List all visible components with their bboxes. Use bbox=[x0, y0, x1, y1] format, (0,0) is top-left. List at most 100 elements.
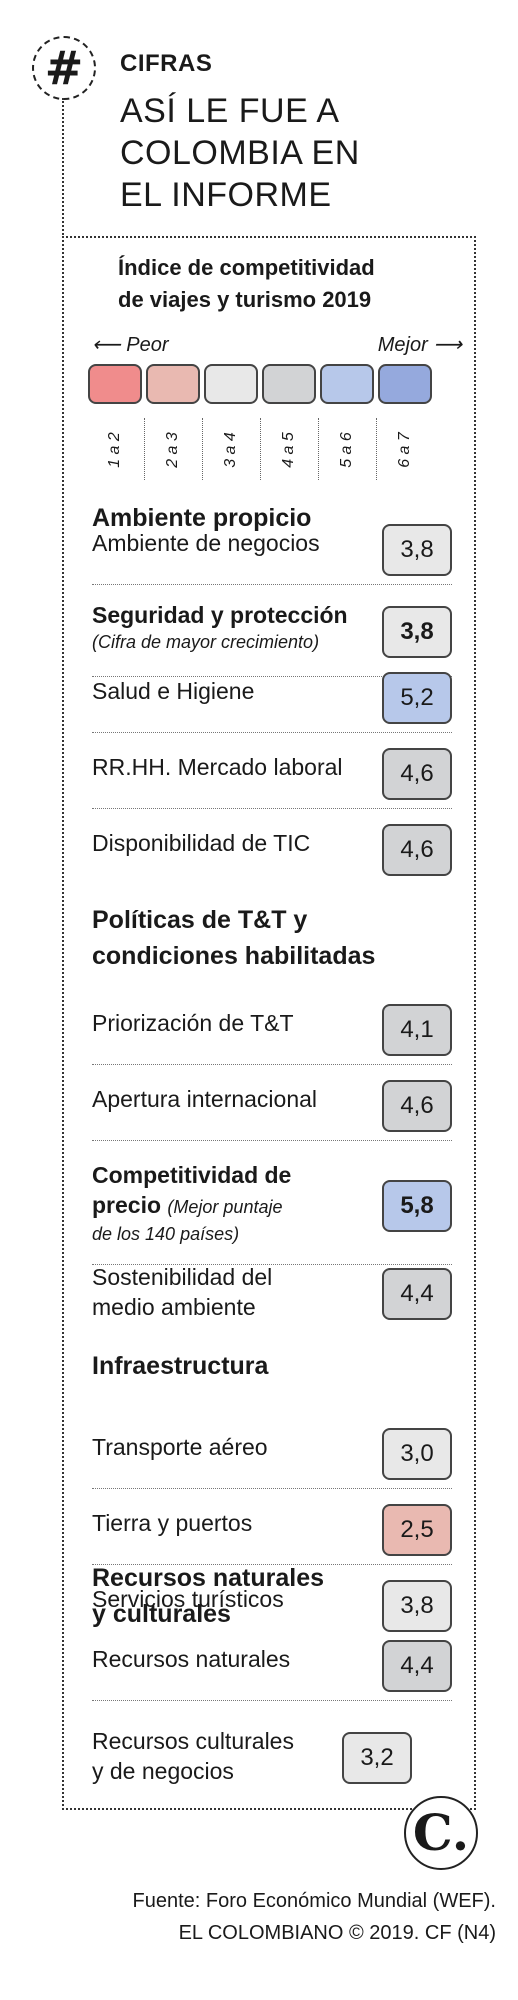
indicator-label-line: Seguridad y protección bbox=[92, 602, 348, 628]
row-divider bbox=[92, 1564, 452, 1565]
indicator-label: Priorización de T&T bbox=[92, 1008, 294, 1038]
indicator-label-line: RR.HH. Mercado laboral bbox=[92, 754, 343, 780]
credit-note: EL COLOMBIANO © 2019. CF (N4) bbox=[178, 1922, 496, 1944]
section-title-line: condiciones habilitadas bbox=[92, 942, 376, 970]
legend-title: Índice de competitividad de viajes y tur… bbox=[118, 252, 375, 316]
headline-line: COLOMBIA EN bbox=[120, 134, 360, 172]
legend-range-label: 4 a 5 bbox=[280, 432, 297, 468]
indicator-note: (Mejor puntaje bbox=[167, 1197, 283, 1217]
scale-worse-label: ⟵ Peor bbox=[92, 334, 169, 356]
row-divider bbox=[92, 676, 452, 677]
indicator-score-badge: 3,8 bbox=[382, 524, 452, 576]
indicator-score-badge: 3,0 bbox=[382, 1428, 452, 1480]
indicator-score-badge: 2,5 bbox=[382, 1504, 452, 1556]
indicator-label-line: Sostenibilidad del bbox=[92, 1264, 273, 1290]
indicator-score-badge: 4,4 bbox=[382, 1640, 452, 1692]
row-divider bbox=[92, 1140, 452, 1141]
indicator-label: Apertura internacional bbox=[92, 1084, 317, 1114]
legend-title-line: Índice de competitividad bbox=[118, 255, 375, 280]
legend-range-label: 6 a 7 bbox=[396, 432, 413, 468]
source-note: Fuente: Foro Económico Mundial (WEF). bbox=[132, 1890, 496, 1912]
legend-range-separator bbox=[202, 418, 203, 480]
section-title-line: Políticas de T&T y bbox=[92, 906, 308, 934]
legend-swatch bbox=[146, 364, 200, 404]
legend-range-separator bbox=[260, 418, 261, 480]
headline: ASÍ LE FUE A COLOMBIA EN EL INFORME bbox=[120, 90, 360, 216]
indicator-label: Recursos naturales bbox=[92, 1644, 290, 1674]
hashtag-icon: # bbox=[32, 36, 96, 100]
section-title-line: Recursos naturales bbox=[92, 1564, 325, 1592]
legend-swatch bbox=[320, 364, 374, 404]
indicator-label-line: Ambiente de negocios bbox=[92, 530, 320, 556]
indicator-score-badge: 5,8 bbox=[382, 1180, 452, 1232]
indicator-label-line: medio ambiente bbox=[92, 1294, 256, 1320]
legend-range-separator bbox=[318, 418, 319, 480]
indicator-label-line: Apertura internacional bbox=[92, 1086, 318, 1112]
scale-better-label: Mejor ⟶ bbox=[377, 334, 462, 356]
indicator-score-badge: 4,6 bbox=[382, 1080, 452, 1132]
row-divider bbox=[92, 1488, 452, 1489]
indicator-label: Transporte aéreo bbox=[92, 1432, 268, 1462]
indicator-label: Seguridad y protección (Cifra de mayor cr… bbox=[92, 600, 348, 654]
section-title: Políticas de T&T y condiciones habilitada… bbox=[92, 902, 375, 974]
indicator-label: Servicios turísticos bbox=[92, 1584, 284, 1614]
row-divider bbox=[92, 732, 452, 733]
indicator-note: de los 140 países) bbox=[92, 1224, 240, 1244]
legend-range-label: 5 a 6 bbox=[338, 432, 355, 468]
indicator-label-line: Salud e Higiene bbox=[92, 678, 255, 704]
indicator-label-line: Disponibilidad de TIC bbox=[92, 830, 311, 856]
row-divider bbox=[92, 584, 452, 585]
legend-swatch bbox=[88, 364, 142, 404]
indicator-score-badge: 5,2 bbox=[382, 672, 452, 724]
indicator-label: Salud e Higiene bbox=[92, 676, 254, 706]
indicator-score-badge: 4,6 bbox=[382, 824, 452, 876]
indicator-label: Recursos culturales y de negocios bbox=[92, 1726, 294, 1786]
header-dotted-line bbox=[62, 98, 64, 238]
legend-range-label: 3 a 4 bbox=[222, 432, 239, 468]
section-title: Infraestructura bbox=[92, 1348, 268, 1384]
section-title-line: Ambiente propicio bbox=[92, 504, 312, 532]
indicator-label-line: y de negocios bbox=[92, 1758, 234, 1784]
row-divider bbox=[92, 808, 452, 809]
infographic-panel bbox=[62, 236, 476, 1810]
legend-swatch bbox=[262, 364, 316, 404]
indicator-score-badge: 4,1 bbox=[382, 1004, 452, 1056]
legend-range-label: 1 a 2 bbox=[106, 432, 123, 468]
legend-swatch bbox=[204, 364, 258, 404]
headline-line: EL INFORME bbox=[120, 176, 332, 214]
legend-range-separator bbox=[144, 418, 145, 480]
indicator-score-badge: 3,8 bbox=[382, 1580, 452, 1632]
indicator-label-line: Recursos culturales bbox=[92, 1728, 294, 1754]
section-title: Recursos naturales y culturales bbox=[92, 1560, 324, 1632]
indicator-label: Disponibilidad de TIC bbox=[92, 828, 310, 858]
indicator-label-line: Transporte aéreo bbox=[92, 1434, 268, 1460]
indicator-label: Competitividad de precio (Mejor puntaje de… bbox=[92, 1160, 291, 1246]
section-title-line: y culturales bbox=[92, 1600, 231, 1628]
indicator-label-line: Priorización de T&T bbox=[92, 1010, 294, 1036]
legend-range-separator bbox=[376, 418, 377, 480]
indicator-score-badge: 3,2 bbox=[342, 1732, 412, 1784]
indicator-score-badge: 4,6 bbox=[382, 748, 452, 800]
indicator-label: Tierra y puertos bbox=[92, 1508, 252, 1538]
section-kicker: CIFRAS bbox=[120, 50, 213, 77]
indicator-score-badge: 3,8 bbox=[382, 606, 452, 658]
indicator-label-line: Servicios turísticos bbox=[92, 1586, 284, 1612]
indicator-label-line: Recursos naturales bbox=[92, 1646, 291, 1672]
headline-line: ASÍ LE FUE A bbox=[120, 92, 340, 130]
legend-title-line: de viajes y turismo 2019 bbox=[118, 287, 372, 312]
indicator-note: (Cifra de mayor crecimiento) bbox=[92, 632, 320, 652]
legend-swatch bbox=[378, 364, 432, 404]
indicator-label-line: Tierra y puertos bbox=[92, 1510, 253, 1536]
indicator-label-line: Competitividad de bbox=[92, 1162, 292, 1188]
el-colombiano-logo: C. bbox=[404, 1796, 478, 1870]
indicator-label: Sostenibilidad del medio ambiente bbox=[92, 1262, 272, 1322]
indicator-label-line: precio (Mejor puntaje bbox=[92, 1192, 283, 1218]
indicator-label: RR.HH. Mercado laboral bbox=[92, 752, 343, 782]
section-title: Ambiente propicio bbox=[92, 500, 311, 536]
row-divider bbox=[92, 1264, 452, 1265]
section-title-line: Infraestructura bbox=[92, 1352, 269, 1380]
indicator-label: Ambiente de negocios bbox=[92, 528, 320, 558]
row-divider bbox=[92, 1700, 452, 1701]
row-divider bbox=[92, 1064, 452, 1065]
indicator-score-badge: 4,4 bbox=[382, 1268, 452, 1320]
